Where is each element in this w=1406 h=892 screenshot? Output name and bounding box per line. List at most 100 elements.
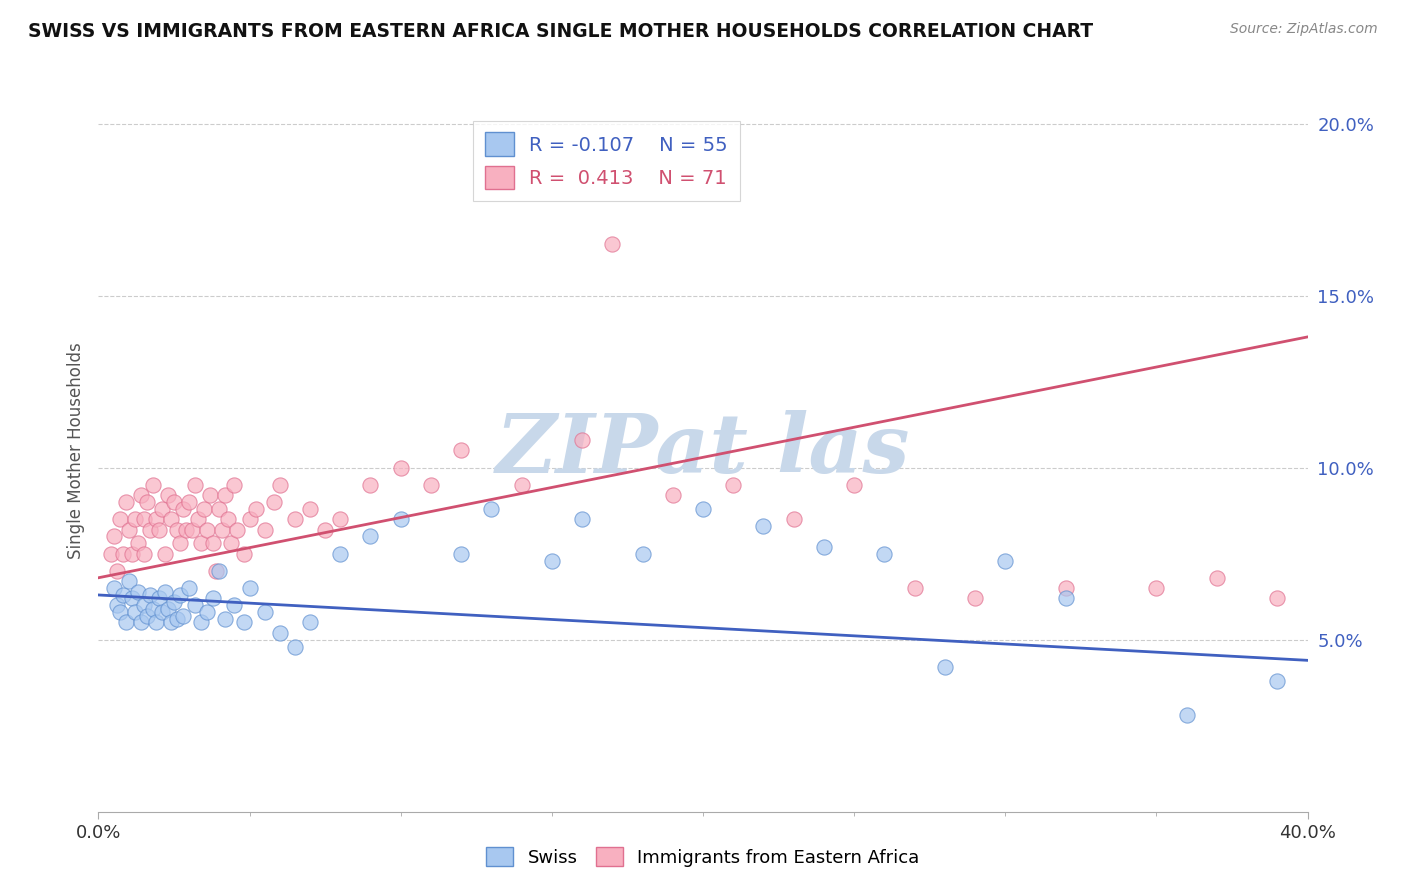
Point: [214, 488, 236, 502]
Point: [111, 547, 134, 561]
Point: [450, 547, 472, 561]
Point: [156, 488, 179, 502]
Point: [179, 581, 201, 595]
Point: [269, 478, 291, 492]
Point: [540, 553, 562, 567]
Point: [114, 615, 136, 630]
Point: [571, 433, 593, 447]
Point: [160, 615, 183, 630]
Point: [329, 512, 352, 526]
Point: [1054, 591, 1077, 606]
Point: [160, 512, 183, 526]
Point: [174, 523, 197, 537]
Point: [253, 523, 276, 537]
Y-axis label: Single Mother Households: Single Mother Households: [66, 343, 84, 558]
Point: [148, 523, 170, 537]
Point: [193, 502, 215, 516]
Point: [723, 478, 745, 492]
Point: [127, 536, 149, 550]
Point: [148, 591, 170, 606]
Point: [163, 495, 186, 509]
Point: [135, 495, 157, 509]
Point: [153, 547, 176, 561]
Point: [150, 502, 173, 516]
Point: [269, 625, 291, 640]
Point: [245, 502, 267, 516]
Point: [263, 495, 285, 509]
Point: [389, 460, 412, 475]
Point: [813, 540, 835, 554]
Point: [752, 519, 775, 533]
Point: [510, 478, 533, 492]
Point: [965, 591, 987, 606]
Point: [1267, 673, 1289, 688]
Point: [163, 595, 186, 609]
Point: [139, 588, 162, 602]
Point: [132, 599, 155, 613]
Point: [239, 581, 262, 595]
Point: [169, 588, 191, 602]
Point: [105, 599, 128, 613]
Point: [205, 564, 228, 578]
Point: [232, 547, 254, 561]
Point: [132, 512, 155, 526]
Point: [132, 547, 155, 561]
Point: [108, 512, 131, 526]
Point: [142, 478, 165, 492]
Point: [1267, 591, 1289, 606]
Point: [994, 553, 1017, 567]
Point: [190, 536, 212, 550]
Point: [103, 529, 125, 543]
Point: [211, 523, 233, 537]
Point: [195, 523, 218, 537]
Point: [184, 599, 207, 613]
Point: [226, 523, 249, 537]
Point: [208, 502, 231, 516]
Point: [172, 502, 194, 516]
Point: [166, 523, 188, 537]
Point: [1175, 708, 1198, 723]
Point: [1054, 581, 1077, 595]
Point: [135, 608, 157, 623]
Text: ZIPat las: ZIPat las: [496, 410, 910, 491]
Point: [329, 547, 352, 561]
Point: [299, 502, 322, 516]
Point: [190, 615, 212, 630]
Point: [184, 478, 207, 492]
Point: [114, 495, 136, 509]
Point: [934, 660, 956, 674]
Point: [232, 615, 254, 630]
Point: [904, 581, 927, 595]
Point: [783, 512, 806, 526]
Point: [179, 495, 201, 509]
Point: [224, 599, 246, 613]
Point: [166, 612, 188, 626]
Point: [121, 547, 143, 561]
Point: [202, 591, 225, 606]
Point: [1144, 581, 1167, 595]
Point: [208, 564, 231, 578]
Point: [692, 502, 714, 516]
Point: [127, 584, 149, 599]
Point: [150, 605, 173, 619]
Point: [224, 478, 246, 492]
Point: [481, 502, 503, 516]
Point: [284, 640, 307, 654]
Point: [195, 605, 218, 619]
Point: [217, 512, 239, 526]
Point: [172, 608, 194, 623]
Point: [121, 591, 143, 606]
Text: SWISS VS IMMIGRANTS FROM EASTERN AFRICA SINGLE MOTHER HOUSEHOLDS CORRELATION CHA: SWISS VS IMMIGRANTS FROM EASTERN AFRICA …: [28, 22, 1094, 41]
Point: [156, 601, 179, 615]
Point: [239, 512, 262, 526]
Point: [129, 488, 152, 502]
Point: [187, 512, 209, 526]
Point: [145, 615, 167, 630]
Point: [420, 478, 443, 492]
Point: [299, 615, 322, 630]
Point: [450, 443, 472, 458]
Point: [221, 536, 243, 550]
Point: [214, 612, 236, 626]
Point: [389, 512, 412, 526]
Point: [118, 523, 141, 537]
